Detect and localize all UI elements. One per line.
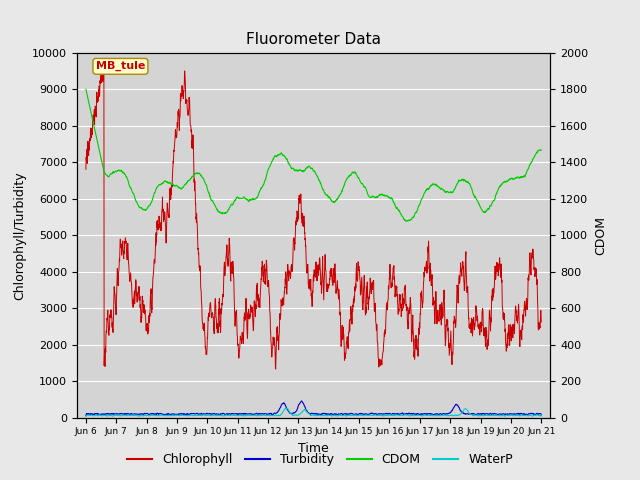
Title: Fluorometer Data: Fluorometer Data xyxy=(246,33,381,48)
Y-axis label: Chlorophyll/Turbidity: Chlorophyll/Turbidity xyxy=(13,171,26,300)
Text: MB_tule: MB_tule xyxy=(96,61,145,72)
Y-axis label: CDOM: CDOM xyxy=(594,216,607,255)
X-axis label: Time: Time xyxy=(298,442,329,455)
Legend: Chlorophyll, Turbidity, CDOM, WaterP: Chlorophyll, Turbidity, CDOM, WaterP xyxy=(122,448,518,471)
